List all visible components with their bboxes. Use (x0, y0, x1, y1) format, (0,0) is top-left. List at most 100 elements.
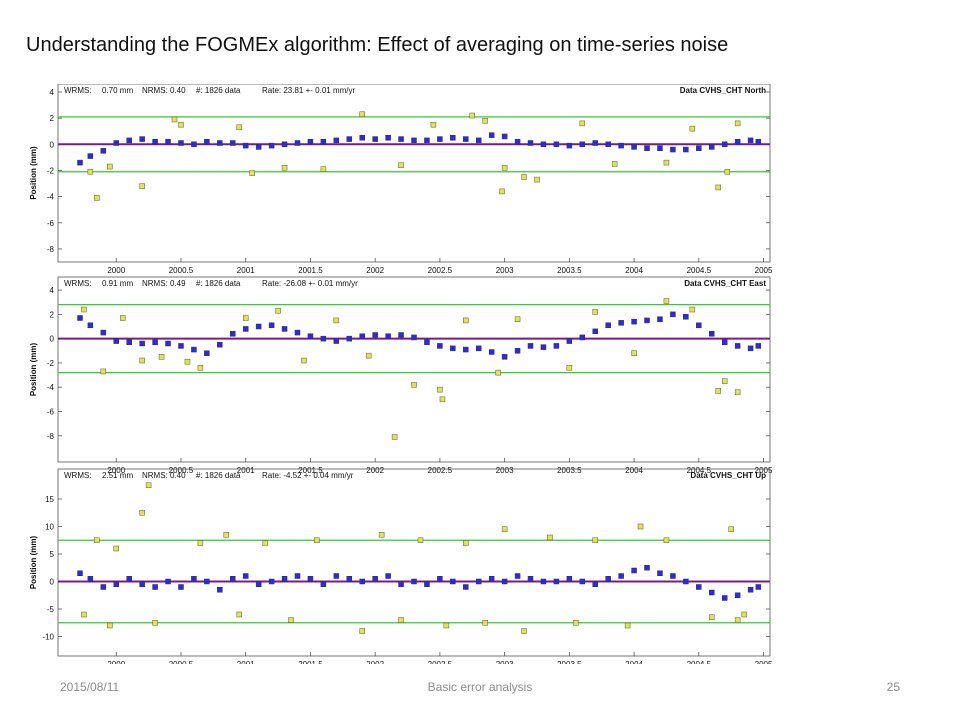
fit-point (527, 140, 534, 146)
x-tick-label: 2002.5 (428, 660, 453, 664)
x-tick-label: 2000.5 (169, 466, 194, 475)
plot-title: Data CVHS_CHT Up (690, 471, 766, 480)
y-tick-label: -4 (47, 193, 55, 202)
fit-point (696, 322, 702, 329)
fit-point (398, 332, 404, 338)
fit-point (385, 135, 391, 141)
outlier-point (236, 611, 242, 618)
fit-point (139, 340, 145, 347)
fit-point (683, 578, 689, 585)
y-tick-label: -8 (47, 245, 55, 254)
outlier-point (463, 317, 469, 324)
x-tick-label: 2003.5 (557, 266, 582, 275)
fit-point (437, 576, 443, 582)
outlier-point (184, 358, 191, 365)
outlier-point (566, 365, 573, 371)
fit-point (307, 138, 314, 145)
outlier-point (94, 195, 100, 201)
fit-point (514, 348, 521, 354)
outlier-point (107, 163, 113, 170)
nrms-value: NRMS: 0.49 (142, 279, 186, 288)
y-tick-label: 2 (50, 114, 55, 123)
fit-point (281, 576, 288, 582)
y-tick-label: 2 (50, 310, 55, 319)
y-tick-label: 15 (45, 495, 54, 504)
fit-point (77, 315, 83, 321)
y-tick-label: 10 (45, 523, 54, 532)
stats-label: WRMS: (64, 86, 92, 95)
fit-point (294, 573, 301, 579)
outlier-point (463, 540, 469, 546)
outlier-point (501, 165, 508, 171)
outlier-point (663, 537, 670, 543)
data-count: #: 1826 data (196, 471, 241, 480)
fit-point (204, 350, 210, 356)
outlier-point (81, 611, 87, 618)
footer-title: Basic error analysis (427, 680, 533, 694)
fit-point (359, 135, 365, 141)
fit-point (230, 331, 236, 337)
x-tick-label: 2004.5 (687, 266, 712, 275)
outlier-point (715, 184, 721, 191)
fit-point (566, 338, 573, 344)
fit-point (307, 576, 314, 582)
x-tick-label: 2004 (625, 660, 643, 664)
fit-point (605, 141, 611, 148)
fit-point (100, 148, 107, 154)
fit-point (424, 339, 430, 346)
outlier-point (663, 298, 670, 304)
fit-point (657, 145, 663, 151)
fit-point (450, 578, 456, 585)
fit-point (721, 339, 728, 346)
x-tick-label: 2002.5 (428, 466, 453, 475)
fit-point (579, 578, 586, 585)
fit-point (708, 331, 715, 337)
fit-point (514, 138, 521, 145)
fit-point (178, 343, 184, 349)
fit-point (87, 576, 94, 582)
fit-point (475, 345, 482, 352)
fit-point (242, 142, 249, 149)
fit-point (527, 343, 534, 349)
plot-frame (57, 276, 771, 463)
fit-point (631, 144, 637, 150)
outlier-point (482, 118, 488, 124)
fit-point (126, 137, 132, 144)
fit-point (242, 573, 249, 579)
y-tick-label: -2 (47, 166, 55, 175)
y-tick-label: 0 (50, 140, 55, 149)
stats-label: WRMS: (64, 471, 92, 480)
fit-point (437, 343, 443, 349)
outlier-point (411, 382, 417, 388)
outlier-point (152, 620, 158, 626)
fit-point (566, 142, 573, 149)
x-tick-label: 2001 (237, 266, 255, 275)
fit-point (670, 146, 676, 153)
fit-point (152, 339, 158, 346)
fit-point (670, 311, 676, 318)
x-tick-label: 2003 (496, 660, 514, 664)
fit-point (734, 592, 741, 598)
fit-point (501, 578, 508, 585)
outlier-point (359, 111, 365, 117)
x-tick-label: 2003 (496, 466, 514, 475)
fit-point (268, 578, 275, 585)
x-tick-label: 2002 (366, 660, 384, 664)
fit-point (139, 581, 145, 587)
fit-point (501, 133, 508, 140)
outlier-point (378, 532, 385, 538)
x-tick-label: 2003.5 (557, 660, 582, 664)
outlier-point (223, 532, 230, 538)
fit-point (618, 142, 624, 149)
fit-point (281, 141, 288, 148)
fit-point (708, 144, 715, 150)
y-axis-label: Position (mm) (29, 343, 38, 397)
fit-point (398, 581, 404, 587)
fit-point (346, 576, 353, 582)
fit-point (437, 136, 443, 142)
fit-point (721, 595, 728, 601)
y-tick-label: -8 (47, 432, 55, 441)
fit-point (488, 132, 495, 138)
nrms-value: NRMS: 0.40 (142, 471, 186, 480)
fit-point (488, 576, 495, 582)
